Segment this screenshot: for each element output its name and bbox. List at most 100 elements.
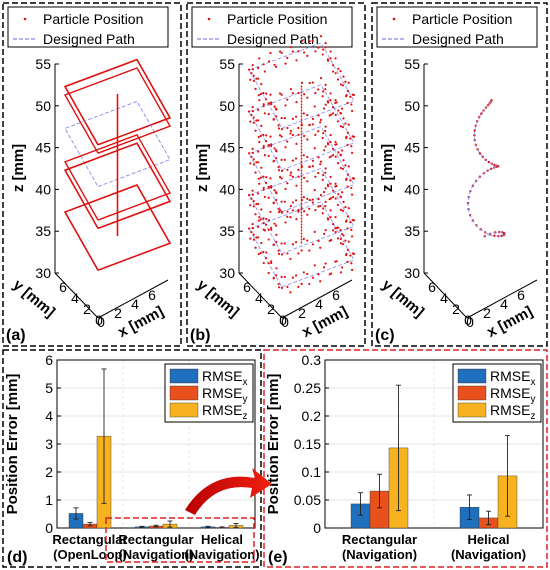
particle-dot [342,234,344,236]
particle-dot [295,185,297,187]
z-tick-label: 45 [404,140,420,156]
particle-dot [324,205,326,207]
particle-dot [278,253,280,255]
z-tick-label: 45 [35,140,51,156]
particle-dot [317,240,319,242]
panel-label: (c) [375,327,395,344]
particle-dot [292,176,294,178]
particle-dot [352,94,354,96]
particle-dot [334,141,336,143]
particle-dot [257,161,259,163]
particle-dot [252,223,254,225]
particle-dot [347,90,349,92]
particle-dot [347,249,349,251]
particle-dot [349,221,351,223]
particle-dot [312,201,314,203]
designed-path [468,100,504,237]
particle-dot [248,152,250,154]
particle-dot [325,84,327,86]
particle-dot [308,249,310,251]
particle-dot [278,250,280,252]
particle-dot [306,156,308,158]
particle-dot [273,118,275,120]
particle-dot [340,83,342,85]
particle-dot [314,231,316,233]
x-tick-label: 2 [298,305,306,321]
particle-dot [342,126,344,128]
particle-dot [275,274,277,276]
particle-dot [352,135,354,137]
particle-dot [314,105,316,107]
particle-dot [344,239,346,241]
y-tick-label: 0.3 [302,352,322,368]
category-label: (Navigation) [118,547,193,562]
particle-dot [295,59,297,61]
particle-dot [324,130,326,132]
particle-dot [332,64,334,66]
particle-dot [254,88,256,90]
particle-dot [342,84,344,86]
particle-dot [303,210,305,212]
particle-dot [332,229,334,231]
particle-dot [312,243,314,245]
particle-dot [297,175,299,177]
particle-dot [314,176,316,178]
particle-dot [289,258,291,260]
particle-dot [275,66,277,68]
particle-dot [257,119,259,121]
particle-dot [295,274,297,276]
particle-dot [322,48,324,50]
particle-dot [317,205,319,207]
z-axis-label: z [mm] [10,144,27,192]
particle-dot [303,196,305,198]
particle-dot [257,67,259,69]
category-label: Rectangular [342,532,417,547]
particle-dot [339,195,341,197]
category-label: Helical [201,532,243,547]
particle-dot [344,122,346,124]
particle-dot [290,172,292,174]
z-tick-label: 50 [404,98,420,114]
particle-dot [340,209,342,211]
particle-dot [290,88,292,90]
y-tick-label: 0.05 [294,492,321,508]
particle-dot [258,136,260,138]
x-tick-label: 6 [517,287,525,303]
category-label: Rectangular [52,532,127,547]
particle-dot [348,241,350,243]
particle-dot [253,234,255,236]
particle-dot [306,114,308,116]
particle-dot [348,207,350,209]
particle-dot [352,252,354,254]
particle-dot [317,198,319,200]
y-tick-label: 0 [313,520,321,536]
particle-dot [323,149,325,151]
particle-dot [309,124,311,126]
particle-dot [260,93,262,95]
category-label: (Navigation) [184,547,259,562]
particle-dot [273,223,275,225]
y-axis-label: y [mm] [379,276,428,321]
particle-dot [268,113,270,115]
particle-dot [257,77,259,79]
particle-dot [275,191,277,193]
particle-dot [334,216,336,218]
particle-dot [349,254,351,256]
particle-dot [279,176,281,178]
particle-dot [260,167,262,169]
particle-dot [323,191,325,193]
trajectory-a [65,60,170,271]
y-tick-label: 4 [71,290,79,306]
particle-dot [301,82,303,84]
y-tick-label: 6 [243,279,251,295]
particle-dot [279,51,281,53]
particle-dot [260,177,262,179]
particle-dot [286,169,288,171]
particle-dot [306,214,308,216]
particle-dot [320,35,322,37]
particle-dot [260,208,262,210]
particle-dot [273,244,275,246]
particle-dot [337,204,339,206]
legend-marker-particle [208,18,211,21]
particle-dot [265,140,267,142]
